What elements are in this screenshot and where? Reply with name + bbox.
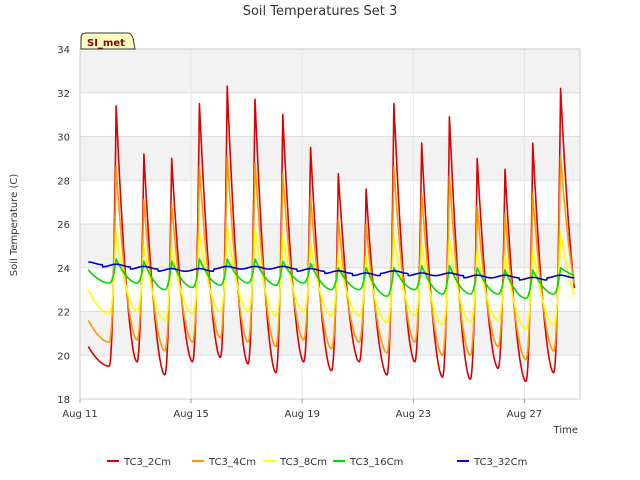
legend-label: TC3_2Cm (123, 457, 171, 468)
x-tick-label: Aug 15 (173, 409, 208, 420)
site-badge-shape (80, 32, 136, 50)
plot-background-bands (80, 49, 580, 399)
x-axis-ticks: Aug 11 Aug 15 Aug 19 Aug 23 Aug 27 (62, 399, 542, 420)
y-tick-label: 22 (57, 308, 70, 319)
x-tick-label: Aug 19 (285, 409, 320, 420)
background-band (80, 224, 580, 268)
y-tick-label: 26 (57, 220, 70, 231)
y-axis-ticks: 18 20 22 24 26 28 30 32 34 (57, 45, 70, 406)
legend-label: TC3_8Cm (279, 457, 327, 468)
chart-title: Soil Temperatures Set 3 (243, 4, 398, 19)
y-tick-label: 20 (57, 351, 70, 362)
y-tick-label: 30 (57, 133, 70, 144)
x-axis-title: Time (553, 425, 578, 436)
legend-label: TC3_4Cm (208, 457, 256, 468)
series-line-tc3-8cm (87, 225, 576, 330)
series-line-tc3-16cm (87, 258, 575, 300)
y-tick-label: 18 (57, 395, 70, 406)
plot-frame (79, 48, 581, 400)
y-tick-label: 34 (57, 45, 70, 56)
legend: TC3_2Cm TC3_4Cm TC3_8Cm TC3_16Cm TC3_32Cm (107, 457, 527, 468)
background-band (80, 180, 580, 224)
legend-label: TC3_16Cm (349, 457, 403, 468)
background-band (80, 92, 580, 137)
y-tick-label: 24 (57, 264, 70, 275)
x-tick-label: Aug 11 (62, 409, 97, 420)
background-band (80, 355, 580, 399)
x-tick-label: Aug 27 (507, 409, 542, 420)
site-badge-label: SI_met (87, 38, 125, 49)
background-band (80, 136, 580, 181)
legend-label: TC3_32Cm (473, 457, 527, 468)
background-band (80, 49, 580, 93)
series-lines (87, 85, 576, 383)
y-tick-label: 32 (57, 89, 70, 100)
y-tick-label: 28 (57, 176, 70, 187)
y-axis-title: Soil Temperature (C) (9, 174, 20, 277)
x-tick-label: Aug 23 (396, 409, 431, 420)
site-badge: SI_met (80, 32, 136, 50)
series-line-tc3-32cm (88, 261, 575, 281)
